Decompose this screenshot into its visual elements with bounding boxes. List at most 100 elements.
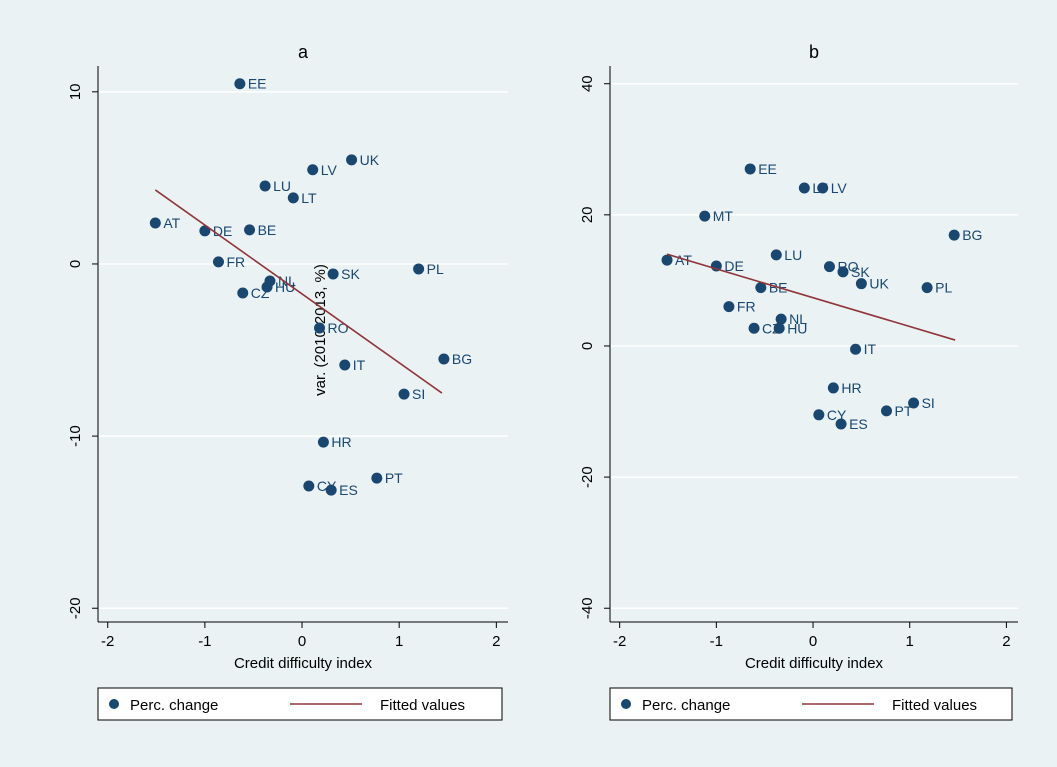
fitted-line (666, 253, 956, 341)
point-label: MT (713, 208, 734, 224)
data-point (723, 301, 735, 313)
point-label: NL (278, 273, 296, 289)
plot-area (610, 66, 1018, 622)
data-point (850, 343, 862, 355)
x-axis-title: Credit difficulty index (745, 655, 884, 672)
data-point (661, 254, 673, 266)
point-label: EE (758, 161, 777, 177)
point-label: HR (841, 380, 861, 396)
x-axis-title: Credit difficulty index (234, 655, 373, 672)
data-point (327, 268, 339, 280)
data-point (881, 405, 893, 417)
data-point (438, 353, 450, 365)
point-label: CZ (251, 285, 270, 301)
data-point (835, 418, 847, 430)
x-tick-label: 1 (906, 633, 914, 650)
point-label: LU (784, 247, 802, 263)
plot-area (98, 66, 508, 622)
point-label: PT (895, 403, 913, 419)
point-label: LU (273, 178, 291, 194)
y-tick-label: 20 (579, 206, 596, 223)
data-point (371, 472, 383, 484)
data-point (287, 192, 299, 204)
data-point (314, 322, 326, 334)
point-label: AT (675, 252, 692, 268)
y-tick-label: -40 (579, 597, 596, 619)
legend-label: Perc. change (642, 697, 730, 714)
panel-title: a (298, 42, 309, 62)
data-point (346, 154, 358, 166)
data-point (307, 164, 319, 176)
point-label: BE (258, 222, 277, 238)
point-label: LT (301, 190, 317, 206)
legend-label: Fitted values (380, 697, 465, 714)
point-label: FR (737, 299, 756, 315)
y-tick-label: 0 (579, 342, 596, 350)
point-label: AT (163, 215, 180, 231)
data-point (339, 359, 351, 371)
x-tick-label: 1 (395, 633, 403, 650)
x-tick-label: -1 (198, 633, 211, 650)
point-label: BG (452, 351, 472, 367)
legend-label: Fitted values (892, 697, 977, 714)
data-point (149, 217, 161, 229)
data-point (237, 287, 249, 299)
point-label: PL (427, 261, 444, 277)
data-point (823, 261, 835, 273)
data-point (770, 249, 782, 261)
point-label: DE (213, 223, 232, 239)
point-label: SK (851, 264, 870, 280)
legend-marker (109, 699, 119, 709)
data-point (798, 182, 810, 194)
x-tick-label: 0 (298, 633, 306, 650)
data-point (813, 409, 825, 421)
data-point (773, 322, 785, 334)
point-label: FR (226, 254, 245, 270)
data-point (325, 484, 337, 496)
y-tick-label: 40 (579, 75, 596, 92)
y-tick-label: -10 (67, 425, 84, 447)
point-label: SK (341, 266, 360, 282)
x-tick-label: -2 (613, 633, 626, 650)
point-label: HU (787, 320, 807, 336)
y-tick-label: -20 (579, 466, 596, 488)
data-point (303, 480, 315, 492)
point-label: UK (360, 152, 380, 168)
data-point (259, 180, 271, 192)
data-point (908, 397, 920, 409)
point-label: BG (962, 227, 982, 243)
data-point (261, 281, 273, 293)
point-label: ES (849, 416, 868, 432)
panel-title: b (809, 42, 819, 62)
data-point (775, 313, 787, 325)
point-label: LV (831, 180, 848, 196)
data-point (234, 78, 246, 90)
point-label: NL (789, 311, 807, 327)
x-tick-label: 2 (1002, 633, 1010, 650)
point-label: UK (869, 276, 889, 292)
data-point (212, 256, 224, 268)
data-point (827, 382, 839, 394)
data-point (699, 210, 711, 222)
data-point (755, 282, 767, 294)
point-label: IT (864, 341, 877, 357)
point-label: SI (922, 395, 935, 411)
x-tick-label: 0 (809, 633, 817, 650)
data-point (748, 322, 760, 334)
y-tick-label: 0 (67, 260, 84, 268)
data-point (837, 266, 849, 278)
y-tick-label: 10 (67, 83, 84, 100)
point-label: ES (339, 482, 358, 498)
point-label: SI (412, 386, 425, 402)
point-label: HR (331, 434, 351, 450)
x-tick-label: -1 (710, 633, 723, 650)
point-label: PL (935, 280, 952, 296)
data-point (948, 229, 960, 241)
point-label: RO (328, 320, 349, 336)
data-point (317, 436, 329, 448)
x-tick-label: 2 (492, 633, 500, 650)
data-point (413, 263, 425, 275)
point-label: IT (353, 357, 366, 373)
data-point (921, 282, 933, 294)
fitted-line (154, 189, 443, 394)
